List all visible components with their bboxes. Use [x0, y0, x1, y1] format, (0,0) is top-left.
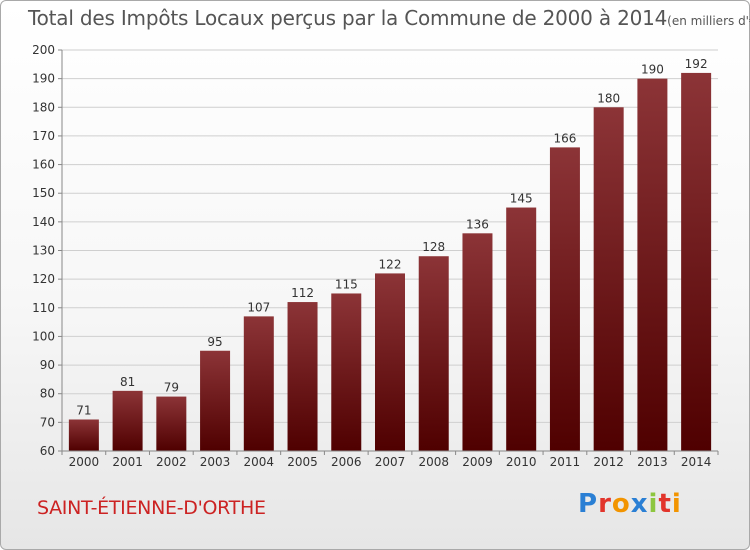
- y-tick-label: 160: [32, 158, 55, 172]
- bar: [331, 293, 362, 451]
- logo-letter: x: [630, 489, 649, 519]
- y-tick-label: 70: [40, 415, 55, 429]
- bar-value-label: 115: [335, 277, 358, 291]
- bar-value-label: 95: [207, 335, 222, 349]
- bar: [462, 233, 493, 451]
- bar-value-label: 180: [597, 91, 620, 105]
- x-tick-label: 2013: [637, 455, 668, 469]
- bar: [418, 256, 449, 451]
- y-tick-label: 80: [40, 387, 55, 401]
- y-tick-label: 190: [32, 72, 55, 86]
- x-tick-label: 2009: [462, 455, 493, 469]
- labels: 60 70 80 90 100 110 120 130 140 150 160 170 180 190 20…: [32, 43, 711, 469]
- bar: [375, 273, 405, 451]
- bar-value-label: 166: [553, 131, 576, 145]
- bar: [593, 107, 624, 452]
- y-tick-label: 180: [32, 100, 55, 114]
- bar-value-label: 122: [379, 257, 402, 271]
- x-tick-label: 2004: [244, 455, 275, 469]
- axes: [58, 49, 719, 455]
- bar-value-label: 107: [247, 300, 270, 314]
- x-tick-label: 2007: [375, 455, 406, 469]
- bar: [112, 390, 143, 451]
- bar-value-label: 71: [76, 403, 91, 417]
- chart-title-text: Total des Impôts Locaux perçus par la Co…: [28, 6, 668, 30]
- bar-value-label: 145: [510, 192, 533, 206]
- y-tick-label: 120: [32, 272, 55, 286]
- bar: [243, 316, 274, 451]
- proxiti-logo: Proxiti: [578, 489, 682, 519]
- x-tick-label: 2000: [69, 455, 100, 469]
- x-tick-label: 2014: [681, 455, 712, 469]
- x-tick-label: 2012: [593, 455, 624, 469]
- y-tick-label: 90: [40, 358, 55, 372]
- bar-value-label: 190: [641, 63, 664, 77]
- bar: [68, 419, 99, 451]
- bar: [506, 207, 537, 451]
- bar: [156, 396, 187, 451]
- logo-letter: i: [648, 489, 659, 519]
- y-tick-label: 100: [32, 329, 55, 343]
- y-tick-label: 200: [32, 43, 55, 57]
- bar-value-label: 79: [164, 381, 179, 395]
- bar-value-label: 128: [422, 240, 445, 254]
- bar: [200, 350, 231, 451]
- bars: [68, 72, 712, 452]
- x-tick-label: 2003: [200, 455, 231, 469]
- logo-letter: r: [598, 489, 612, 519]
- logo-letter: o: [611, 489, 631, 519]
- bar-value-label: 192: [685, 57, 708, 71]
- y-tick-label: 130: [32, 244, 55, 258]
- bar: [549, 147, 580, 451]
- bar-value-label: 81: [120, 375, 135, 389]
- logo-letter: t: [658, 489, 672, 519]
- y-tick-label: 60: [40, 444, 55, 458]
- logo-letter: P: [578, 489, 599, 519]
- y-tick-label: 110: [32, 301, 55, 315]
- commune-name: SAINT-ÉTIENNE-D'ORTHE: [37, 497, 266, 519]
- bar: [681, 72, 712, 452]
- chart-title-unit: (en milliers d'€): [667, 14, 750, 28]
- bar: [637, 78, 668, 452]
- bar: [287, 302, 318, 451]
- x-tick-label: 2011: [550, 455, 581, 469]
- x-tick-label: 2008: [418, 455, 449, 469]
- chart-title: Total des Impôts Locaux perçus par la Co…: [28, 6, 750, 30]
- bar-value-label: 136: [466, 217, 489, 231]
- x-tick-label: 2006: [331, 455, 362, 469]
- x-tick-label: 2005: [287, 455, 318, 469]
- bar-value-label: 112: [291, 286, 314, 300]
- x-tick-label: 2010: [506, 455, 537, 469]
- y-tick-label: 150: [32, 186, 55, 200]
- x-tick-label: 2001: [112, 455, 143, 469]
- y-tick-label: 140: [32, 215, 55, 229]
- x-tick-label: 2002: [156, 455, 187, 469]
- logo-letter: i: [671, 489, 682, 519]
- y-tick-label: 170: [32, 129, 55, 143]
